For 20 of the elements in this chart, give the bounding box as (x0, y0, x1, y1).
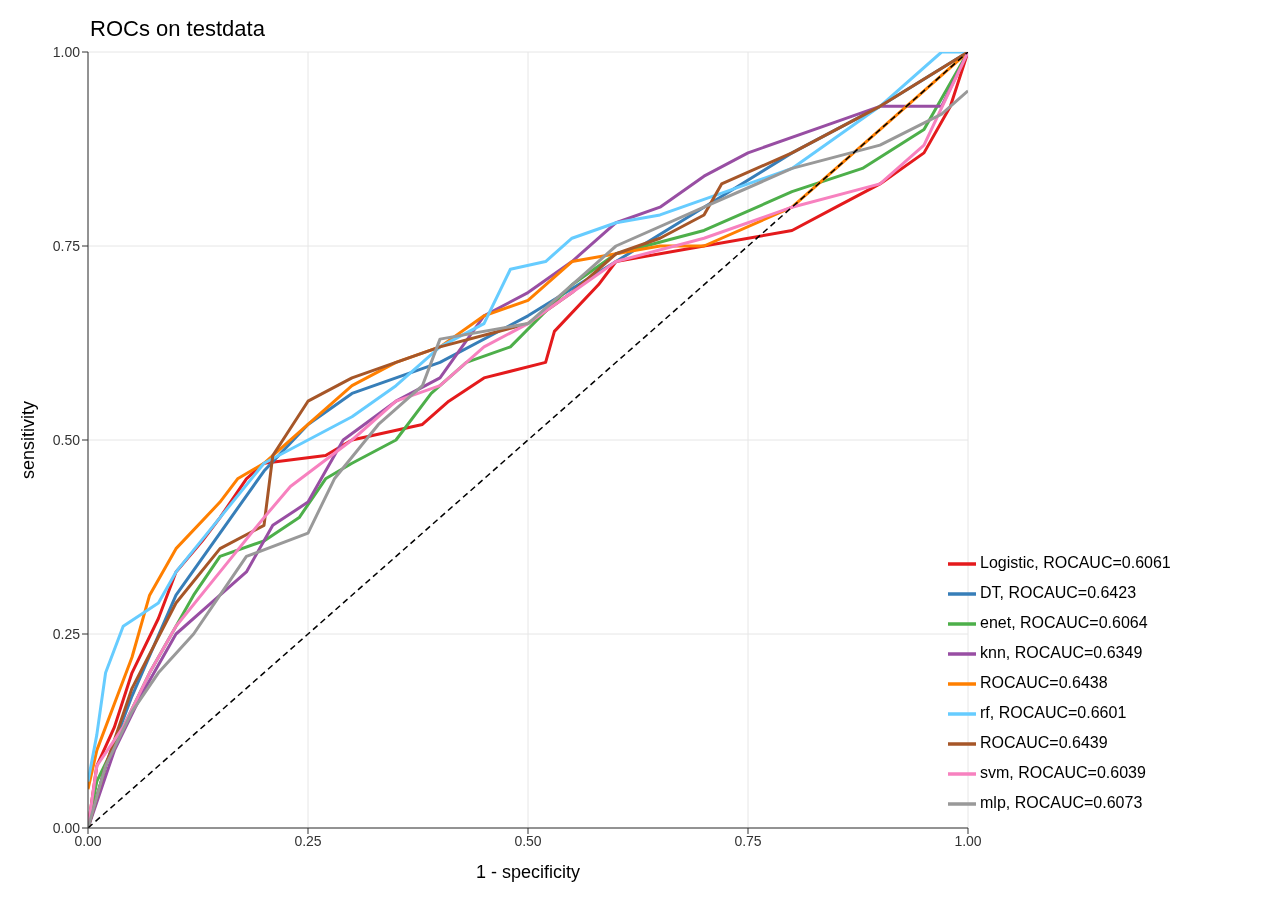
legend-label: enet, ROCAUC=0.6064 (980, 614, 1148, 631)
y-tick-label: 0.50 (52, 431, 81, 448)
legend-label: svm, ROCAUC=0.6039 (980, 764, 1146, 781)
legend-label: Logistic, ROCAUC=0.6061 (980, 554, 1171, 571)
y-tick-label: 0.25 (52, 625, 81, 642)
y-tick-label: 0.75 (52, 237, 81, 254)
legend-label: mlp, ROCAUC=0.6073 (980, 794, 1143, 811)
legend-label: knn, ROCAUC=0.6349 (980, 644, 1143, 661)
y-tick-label: 1.00 (52, 43, 81, 60)
x-tick-label: 0.75 (734, 832, 762, 849)
legend-label: ROCAUC=0.6439 (980, 734, 1108, 751)
legend-label: rf, ROCAUC=0.6601 (980, 704, 1127, 721)
x-tick-label: 1.00 (954, 832, 982, 849)
x-tick-label: 0.25 (294, 832, 322, 849)
legend-label: DT, ROCAUC=0.6423 (980, 584, 1137, 601)
y-axis-title: sensitivity (18, 400, 39, 480)
x-axis-title: 1 - specificity (475, 862, 581, 882)
x-tick-label: 0.50 (514, 832, 542, 849)
legend-label: ROCAUC=0.6438 (980, 674, 1108, 691)
chart-title: ROCs on testdata (90, 16, 265, 42)
